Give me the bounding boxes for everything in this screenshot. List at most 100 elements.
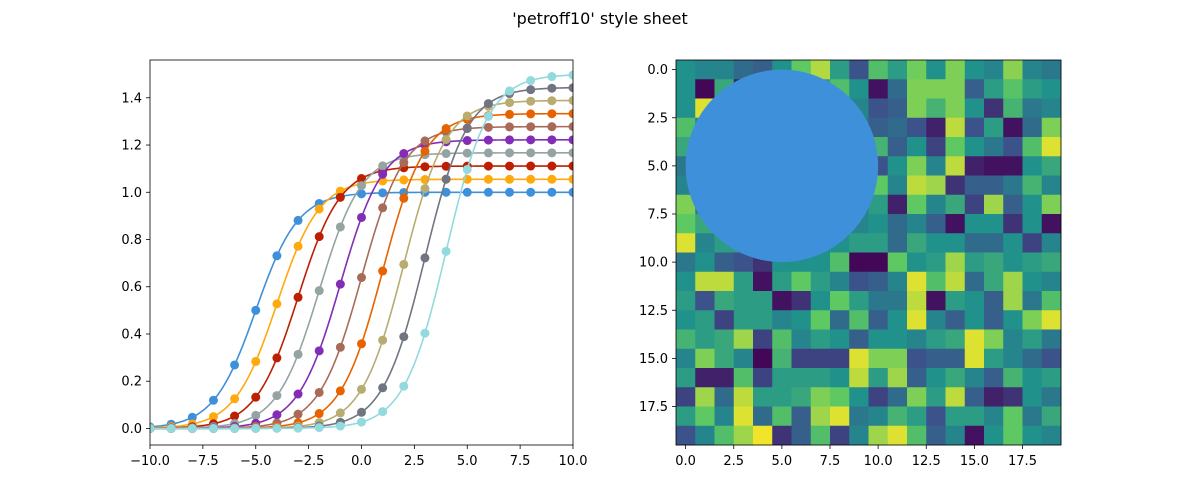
series-6-point-17	[483, 122, 493, 132]
heatmap-cell	[964, 98, 985, 119]
heatmap-cell	[1041, 291, 1062, 311]
heatmap-cell	[1022, 387, 1043, 407]
heatmap-cell	[926, 214, 946, 234]
series-2-point-20	[547, 174, 557, 184]
heatmap-cell	[907, 425, 927, 446]
x-tick-label: 12.5	[912, 454, 941, 469]
series-3-point-11	[357, 173, 366, 183]
heatmap-cell	[868, 79, 889, 99]
series-5-point-18	[505, 135, 515, 145]
series-8-point-18	[505, 98, 515, 108]
series-2-point-21	[568, 174, 573, 184]
series-6-point-14	[420, 136, 430, 146]
heatmap-cell	[868, 214, 889, 234]
heatmap-cell	[1041, 156, 1062, 176]
series-6-point-19	[526, 122, 536, 132]
series-7-point-21	[568, 109, 573, 119]
heatmap-cell	[695, 60, 715, 80]
heatmap-cell	[887, 291, 908, 311]
heatmap-cell	[945, 117, 966, 138]
series-8-point-14	[420, 184, 430, 194]
series-4-point-15	[441, 149, 451, 159]
heatmap-cell	[733, 252, 754, 273]
heatmap-cell	[1003, 117, 1023, 138]
heatmap-cell	[907, 233, 927, 253]
heatmap-cell	[1003, 291, 1023, 311]
series-9-point-12	[378, 383, 388, 393]
heatmap-cell	[772, 425, 792, 446]
heatmap-cell	[1041, 233, 1062, 253]
series-8-point-20	[547, 96, 557, 106]
heatmap-cell	[1003, 310, 1023, 330]
heatmap-cell	[868, 98, 889, 119]
series-3-point-17	[483, 161, 493, 171]
heatmap-cell	[945, 425, 966, 446]
series-10-point-8	[293, 423, 303, 433]
heatmap-cell	[849, 348, 869, 369]
x-tick-label: 5.0	[457, 454, 478, 469]
heatmap-cell	[945, 214, 966, 234]
heatmap-cell	[887, 117, 908, 138]
heatmap-cell	[1022, 117, 1043, 138]
series-1-point-6	[251, 305, 261, 315]
overlay-circle	[685, 69, 879, 263]
heatmap-cell	[753, 425, 773, 446]
heatmap-cell	[887, 271, 908, 292]
series-3-point-14	[420, 162, 430, 172]
heatmap-cell	[714, 406, 735, 427]
y-tick-label: 12.5	[639, 304, 668, 319]
heatmap-cell	[695, 406, 715, 427]
heatmap-cell	[676, 233, 696, 253]
series-4-point-12	[378, 161, 388, 171]
heatmap-cell	[984, 329, 1004, 350]
heatmap-cell	[695, 271, 715, 292]
heatmap-cell	[945, 387, 966, 407]
series-3-point-5	[230, 411, 240, 421]
series-10-point-15	[441, 246, 451, 256]
heatmap-cell	[772, 348, 792, 369]
heatmap-cell	[676, 271, 696, 292]
heatmap-cell	[964, 291, 985, 311]
heatmap-cell	[1041, 79, 1062, 99]
heatmap-cell	[926, 425, 946, 446]
heatmap-cell	[676, 117, 696, 138]
series-10-point-3	[187, 423, 197, 433]
heatmap-cell	[849, 252, 869, 273]
series-7-point-18	[505, 109, 515, 119]
series-10-point-19	[526, 76, 536, 86]
series-1-point-8	[293, 215, 303, 225]
heatmap-cell	[984, 79, 1004, 99]
series-5-point-10	[335, 279, 345, 289]
series-1-point-21	[568, 187, 573, 197]
heatmap-cell	[1022, 348, 1043, 369]
series-4-point-19	[526, 148, 536, 158]
heatmap-cell	[1022, 175, 1043, 196]
series-8-point-12	[378, 335, 388, 345]
heatmap-cell	[926, 291, 946, 311]
series-8-point-15	[441, 134, 451, 144]
heatmap-cell	[849, 233, 869, 253]
heatmap-cell	[733, 368, 754, 388]
heatmap-cell	[753, 329, 773, 350]
heatmap-cell	[791, 271, 812, 292]
heatmap-cell	[1022, 291, 1043, 311]
heatmap-cell	[964, 117, 985, 138]
heatmap-cell	[907, 368, 927, 388]
series-7-point-9	[314, 409, 324, 419]
heatmap-cell	[945, 156, 966, 176]
series-3-point-15	[441, 161, 451, 171]
heatmap-cell	[964, 175, 985, 196]
heatmap-cell	[830, 368, 850, 388]
heatmap-cell	[1003, 79, 1023, 99]
heatmap-cell	[714, 329, 735, 350]
heatmap-cell	[887, 175, 908, 196]
heatmap-cell	[849, 271, 869, 292]
heatmap-cell	[791, 425, 812, 446]
series-1-point-12	[378, 188, 388, 198]
heatmap-cell	[830, 425, 850, 446]
series-4-point-9	[314, 286, 324, 296]
y-tick-label: 0.8	[121, 233, 142, 248]
series-3-point-10	[335, 192, 345, 202]
series-10-point-6	[251, 423, 261, 433]
